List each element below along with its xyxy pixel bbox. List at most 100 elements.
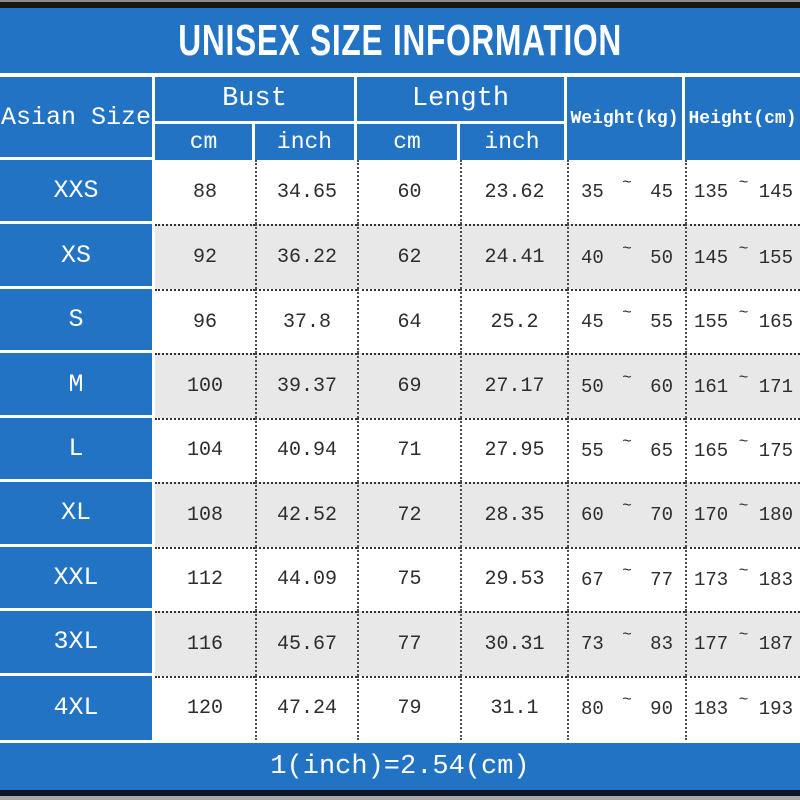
bust-cm-value: 88 xyxy=(192,180,217,204)
footer-banner: 1(inch)=2.54(cm) xyxy=(0,743,800,790)
height-range-min: 161 xyxy=(694,375,729,398)
bust-inch-value: 44.09 xyxy=(255,546,357,612)
tilde-symbol: ~ xyxy=(622,239,632,258)
weight-range-cell: 50 ~60 xyxy=(567,353,685,418)
height-range-cell: 170 ~180 xyxy=(685,482,800,547)
tilde-symbol: ~ xyxy=(738,174,749,193)
tilde-symbol: ~ xyxy=(738,368,749,387)
table-row: L 104 40.94 71 27.95 55 ~65 165 ~175 xyxy=(0,417,800,483)
table-row: XXS 88 34.65 60 23.62 35 ~45 135 ~145 xyxy=(0,160,800,225)
height-range-max: 145 xyxy=(758,181,793,204)
bust-cm-value: 116 xyxy=(155,611,255,676)
header-length: Length xyxy=(357,77,567,124)
tilde-symbol: ~ xyxy=(622,174,632,193)
bust-cm-value: 100 xyxy=(155,353,255,418)
size-label: XXL xyxy=(0,546,155,612)
bust-inch-value: 42.52 xyxy=(255,482,357,547)
table-row: XS 92 36.22 62 24.41 40 ~50 145 ~155 xyxy=(0,224,800,289)
weight-range-cell: 55 ~65 xyxy=(567,417,685,483)
bust-inch-value: 45.67 xyxy=(255,611,357,676)
tilde-symbol: ~ xyxy=(738,497,749,516)
weight-range-max: 55 xyxy=(650,311,673,334)
size-label: XL xyxy=(0,482,155,547)
height-range-max: 165 xyxy=(758,311,793,334)
banner-divider xyxy=(0,73,800,77)
length-cm-value: 64 xyxy=(357,288,460,354)
size-label: 3XL xyxy=(0,611,155,676)
length-inch-value: 27.17 xyxy=(460,353,567,418)
tilde-symbol: ~ xyxy=(622,304,632,323)
table-row: 4XL 120 47.24 79 31.1 80 ~90 183 ~193 xyxy=(0,675,800,740)
weight-range-min: 60 xyxy=(581,504,604,527)
weight-range-min: 80 xyxy=(581,697,604,720)
length-cm-value: 75 xyxy=(357,546,460,612)
height-range-max: 180 xyxy=(758,504,793,527)
weight-range-cell: 40 ~50 xyxy=(567,224,685,289)
weight-range-min: 45 xyxy=(581,311,604,334)
chart-title: UNISEX SIZE INFORMATION xyxy=(178,15,622,65)
bust-cm-value: 112 xyxy=(155,546,255,611)
height-range-max: 193 xyxy=(758,697,793,720)
bottom-edge-line xyxy=(0,796,800,800)
table-body: XXS 88 34.65 60 23.62 35 ~45 135 ~145 XS 92 36.22 62… xyxy=(0,160,800,740)
height-range-max: 175 xyxy=(758,439,793,462)
height-range-cell: 145 ~155 xyxy=(685,224,800,289)
height-range-min: 135 xyxy=(694,181,729,204)
table-row: XL 108 42.52 72 28.35 60 ~70 170 ~180 xyxy=(0,482,800,547)
conversion-note: 1(inch)=2.54(cm) xyxy=(270,751,530,782)
length-cm-value: 71 xyxy=(357,417,460,483)
header-length-inch: inch xyxy=(460,124,567,160)
weight-range-max: 60 xyxy=(650,375,673,398)
header-asian-size: Asian Size xyxy=(0,77,155,160)
weight-range-min: 50 xyxy=(581,375,604,398)
weight-range-cell: 67 ~77 xyxy=(567,546,685,612)
weight-range-max: 77 xyxy=(650,568,673,591)
height-range-max: 171 xyxy=(758,375,793,398)
table-row: 3XL 116 45.67 77 30.31 73 ~83 177 ~187 xyxy=(0,611,800,676)
bust-cm-value: 96 xyxy=(155,288,255,353)
bust-inch-value: 34.65 xyxy=(255,160,357,225)
bust-inch-value: 36.22 xyxy=(255,224,357,289)
bottom-border-bar xyxy=(0,790,800,796)
top-border-bar xyxy=(0,2,800,8)
height-range-cell: 183 ~193 xyxy=(685,675,800,740)
length-inch-value: 24.41 xyxy=(460,224,567,289)
table-row: XXL 112 44.09 75 29.53 67 ~77 173 ~183 xyxy=(0,546,800,612)
length-cm-value: 62 xyxy=(357,224,460,289)
tilde-symbol: ~ xyxy=(622,368,632,387)
header-length-cm: cm xyxy=(357,124,460,160)
bust-cm-value: 104 xyxy=(155,417,255,482)
bust-inch-value: 39.37 xyxy=(255,353,357,418)
height-range-max: 187 xyxy=(758,633,793,656)
height-range-cell: 135 ~145 xyxy=(685,160,800,225)
tilde-symbol: ~ xyxy=(738,432,749,451)
weight-range-min: 40 xyxy=(581,246,604,269)
weight-range-min: 73 xyxy=(581,633,604,656)
length-inch-value: 23.62 xyxy=(460,160,567,225)
length-inch-value: 27.95 xyxy=(460,417,567,483)
height-range-min: 177 xyxy=(694,633,729,656)
top-edge-line xyxy=(0,0,800,2)
length-inch-value: 28.35 xyxy=(460,482,567,547)
tilde-symbol: ~ xyxy=(622,561,632,580)
tilde-symbol: ~ xyxy=(738,239,749,258)
weight-range-max: 70 xyxy=(650,504,673,527)
height-range-cell: 155 ~165 xyxy=(685,288,800,354)
weight-range-min: 55 xyxy=(581,439,604,462)
height-range-cell: 165 ~175 xyxy=(685,417,800,483)
bust-cm-value: 108 xyxy=(155,482,255,547)
tilde-symbol: ~ xyxy=(622,626,632,645)
size-label: XXS xyxy=(0,160,155,225)
tilde-symbol: ~ xyxy=(738,690,749,709)
bust-cm-value: 92 xyxy=(155,224,255,289)
bust-inch-value: 40.94 xyxy=(255,417,357,483)
bust-inch-value: 37.8 xyxy=(255,288,357,354)
tilde-symbol: ~ xyxy=(622,690,632,709)
header-weight: Weight(kg) xyxy=(567,77,685,160)
table-row: S 96 37.8 64 25.2 45 ~55 155 ~165 xyxy=(0,288,800,354)
size-label: XS xyxy=(0,224,155,289)
title-banner: UNISEX SIZE INFORMATION xyxy=(0,8,800,73)
height-range-min: 155 xyxy=(694,311,729,334)
length-inch-value: 31.1 xyxy=(460,675,567,740)
